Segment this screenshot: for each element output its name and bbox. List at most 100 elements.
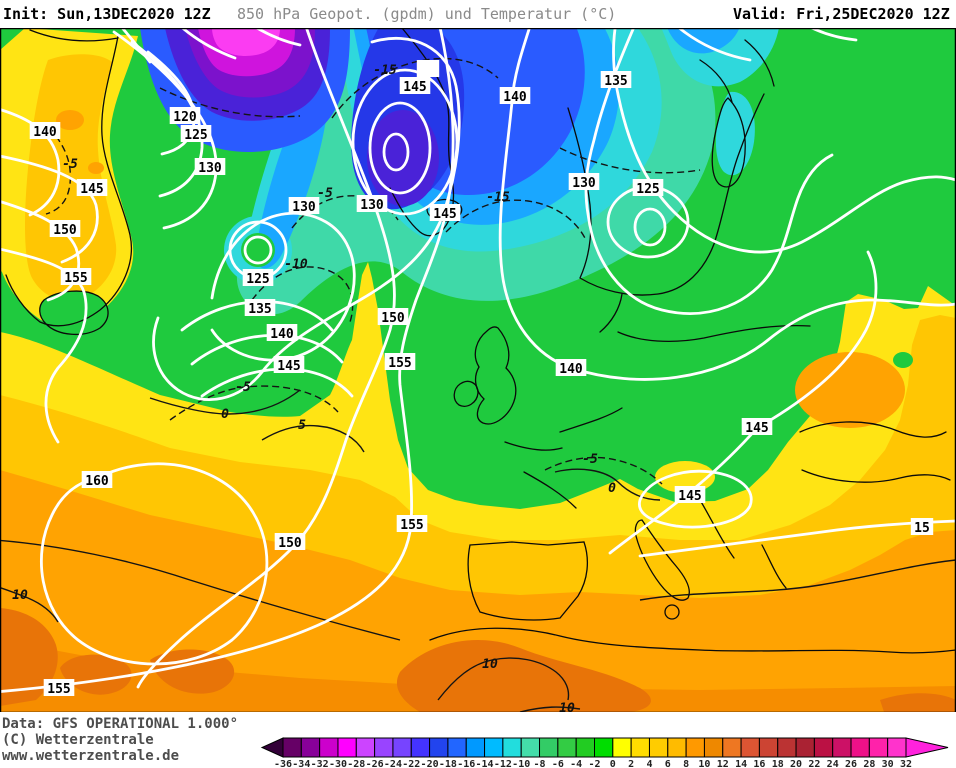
colorbar-tick: -22 (402, 759, 420, 768)
colorbar-cell (282, 737, 302, 758)
geopotential-contour-lines (0, 0, 956, 692)
temperature-label: 10 (482, 657, 498, 672)
geopotential-label-box (169, 107, 201, 124)
colorbar-cell (758, 737, 779, 758)
temperature-label: -15 (373, 63, 397, 78)
colorbar-tick: 26 (845, 759, 857, 768)
geopotential-label: 155 (388, 356, 411, 371)
geopotential-label-box (194, 158, 226, 175)
colorbar-cell (520, 737, 541, 758)
geopotential-label: 145 (403, 80, 426, 95)
colorbar-tick: -12 (494, 759, 512, 768)
geopotential-label: 145 (433, 207, 456, 222)
colorbar-cell (447, 737, 467, 758)
geopotential-label: 135 (248, 302, 271, 317)
temperature-colorbar: -36 -34 -32 -30 -28 -26 -24 -22 -20 -18 -16 -14 -12-… (260, 737, 949, 768)
colorbar-tick: 30 (882, 759, 894, 768)
colorbar-cell (484, 737, 504, 758)
geopotential-label-box (674, 486, 706, 503)
colorbar-tick: -10 (512, 759, 530, 768)
geopotential-label: 145 (80, 182, 103, 197)
geopotential-label: 130 (572, 176, 596, 191)
colorbar-cell (429, 737, 449, 758)
geopotential-label-box (429, 204, 461, 221)
geopotential-label: 130 (360, 198, 384, 213)
geopotential-label: 130 (292, 200, 316, 215)
colorbar-cell (594, 737, 614, 758)
geopotential-label: 155 (47, 682, 70, 697)
temperature-label: 10 (12, 588, 28, 603)
geopotential-label: 150 (53, 223, 77, 238)
colorbar-tick: -16 (457, 759, 475, 768)
copyright-text: (C) Wetterzentrale (2, 732, 154, 748)
geopotential-label-box (49, 220, 81, 237)
geopotential-label-box (632, 179, 664, 196)
temperature-label: -5 (582, 452, 598, 467)
colorbar-cell (740, 737, 760, 758)
geopotential-label: 155 (64, 271, 87, 286)
map-title: 850 hPa Geopot. (gpdm) und Temperatur (°… (237, 5, 617, 23)
geopotential-label-box (555, 359, 587, 376)
geopotential-label-box (242, 269, 274, 286)
geopotential-label-box (81, 471, 113, 488)
colorbar-cell (557, 737, 577, 758)
geopotential-label: 140 (270, 327, 294, 342)
geopotential-label: 150 (278, 536, 302, 551)
geopotential-label-box (600, 71, 632, 88)
colorbar-cell (813, 737, 834, 758)
colorbar-tick: 0 (610, 759, 616, 768)
colorbar-cell (575, 737, 595, 758)
temperature-label: -5 (317, 186, 333, 201)
colorbar-cell (465, 737, 486, 758)
colorbar-tick: 14 (735, 759, 747, 768)
geopotential-label: 130 (198, 161, 222, 176)
colorbar-cell (539, 737, 559, 758)
colorbar-tick: 32 (900, 759, 912, 768)
header-bar: Init: Sun,13DEC2020 12Z 850 hPa Geopot. … (0, 0, 956, 28)
temperature-label: 0 (221, 407, 229, 422)
colorbar-cell (612, 737, 632, 758)
colorbar-tick: -4 (570, 759, 582, 768)
colorbar-cell (722, 737, 742, 758)
valid-datetime: Valid: Fri,25DEC2020 12Z (733, 5, 950, 23)
colorbar-tick: -18 (439, 759, 457, 768)
temperature-label: 0 (608, 481, 616, 496)
colorbar-cell (374, 737, 394, 758)
colorbar-cell (887, 737, 907, 758)
footer-bar: Data: GFS OPERATIONAL 1.000° (C) Wetterz… (0, 712, 956, 768)
colorbar-cell (502, 737, 522, 758)
colorbar-cell (868, 737, 889, 758)
colorbar-cell (319, 737, 339, 758)
geopotential-label-box (910, 518, 934, 535)
colorbar-cell (703, 737, 724, 758)
colorbar-cell (648, 737, 669, 758)
colorbar-tick: 22 (808, 759, 820, 768)
geopotential-labels: 1401201251301451501301451401351301301451… (29, 60, 934, 697)
geopotential-label-box (499, 87, 531, 104)
geopotential-label-box (288, 197, 320, 214)
colorbar-cell (795, 737, 815, 758)
colorbar-tick: 4 (646, 759, 652, 768)
colorbar-cell (850, 737, 870, 758)
website-text: www.wetterzentrale.de (2, 748, 180, 764)
colorbar-tick: 2 (628, 759, 634, 768)
geopotential-label-box (399, 77, 431, 94)
geopotential-label-box (180, 125, 212, 142)
colorbar-cell (392, 737, 412, 758)
colorbar-right-arrow (905, 737, 949, 758)
colorbar-tick: 20 (790, 759, 802, 768)
geopotential-label: 145 (745, 421, 768, 436)
geopotential-label-box (244, 299, 276, 316)
temperature-labels: -5 -15 -5 -15 -10 -5 0 5 -5 0 10 10 10 (12, 63, 616, 712)
colorbar-tick: -8 (534, 759, 546, 768)
colorbar-tick: -26 (366, 759, 384, 768)
colorbar-tick: -30 (329, 759, 347, 768)
temperature-label: -10 (284, 257, 308, 272)
colorbar-tick: -20 (421, 759, 439, 768)
geopotential-label: 15 (914, 521, 930, 536)
geopotential-label: 160 (85, 474, 109, 489)
colorbar-tick: -14 (476, 759, 494, 768)
temperature-label: -15 (486, 190, 510, 205)
colorbar-cell (777, 737, 797, 758)
geopotential-label: 125 (184, 128, 207, 143)
